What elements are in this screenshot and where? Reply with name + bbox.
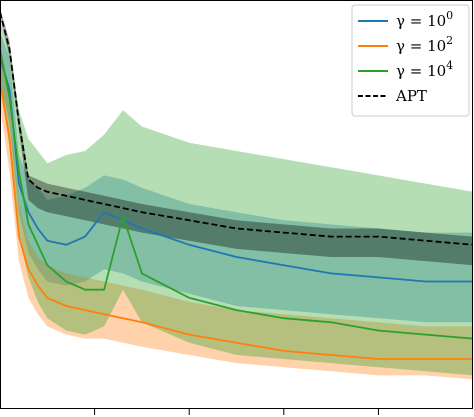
- band-series-3: [0, 8, 473, 266]
- legend-label-3: APT: [395, 87, 427, 105]
- confidence-bands: [0, 8, 473, 380]
- line-series-1: [0, 81, 473, 360]
- band-series-2: [0, 20, 473, 376]
- legend: γ = 100 γ = 102 γ = 104 APT: [351, 4, 470, 117]
- legend-exponent-2: 4: [446, 59, 453, 72]
- band-series-1: [0, 53, 473, 380]
- legend-label-0: γ = 100: [396, 9, 453, 30]
- legend-label-2: γ = 104: [396, 59, 453, 80]
- line-series-2: [0, 48, 474, 340]
- legend-box: [351, 4, 470, 117]
- legend-exponent-0: 0: [446, 9, 453, 22]
- series-lines: [0, 11, 474, 360]
- line-series-3: [0, 11, 474, 246]
- legend-exponent-1: 2: [446, 34, 453, 47]
- line-series-0: [0, 56, 473, 283]
- legend-label-1: γ = 102: [396, 34, 453, 55]
- band-series-0: [0, 32, 473, 323]
